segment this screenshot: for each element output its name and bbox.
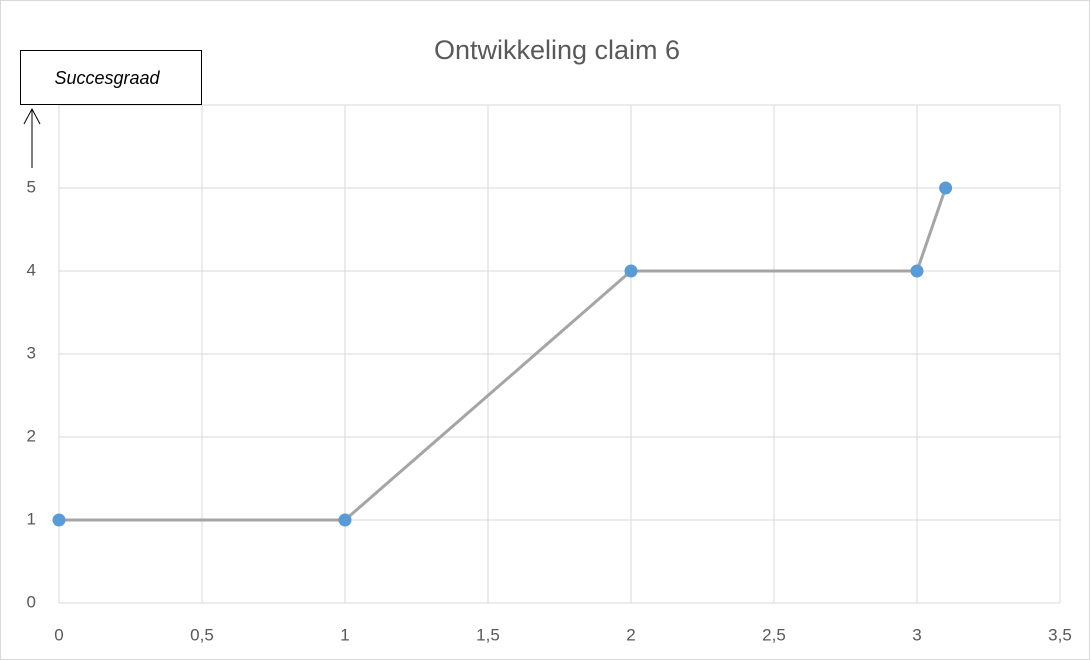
x-tick-label: 3,5 (1048, 625, 1072, 644)
annotation-box (20, 50, 202, 105)
point (939, 181, 953, 195)
point (52, 513, 66, 527)
point (338, 513, 352, 527)
point (624, 264, 638, 278)
x-tick-label: 3 (912, 625, 921, 644)
x-tick-label: 0 (54, 625, 63, 644)
x-tick-label: 0,5 (190, 625, 214, 644)
point (910, 264, 924, 278)
x-tick-label: 1 (340, 625, 349, 644)
y-tick-label: 4 (27, 260, 36, 279)
y-tick-label: 0 (27, 592, 36, 611)
x-tick-label: 2 (626, 625, 635, 644)
annotation: Succesgraad (54, 68, 160, 88)
y-tick-label: 3 (27, 343, 36, 362)
plot: 0 1 2 3 4 5 0 0,5 1 1,5 2 2,5 3 3,5 (27, 105, 1072, 644)
x-tick-label: 1,5 (476, 625, 500, 644)
chart-title: Ontwikkeling claim 6 (434, 35, 680, 65)
y-tick-label: 5 (27, 177, 36, 196)
y-tick-label: 2 (27, 426, 36, 445)
arrow-head (23, 107, 41, 125)
y-tick-label: 1 (27, 509, 36, 528)
x-tick-label: 2,5 (762, 625, 786, 644)
